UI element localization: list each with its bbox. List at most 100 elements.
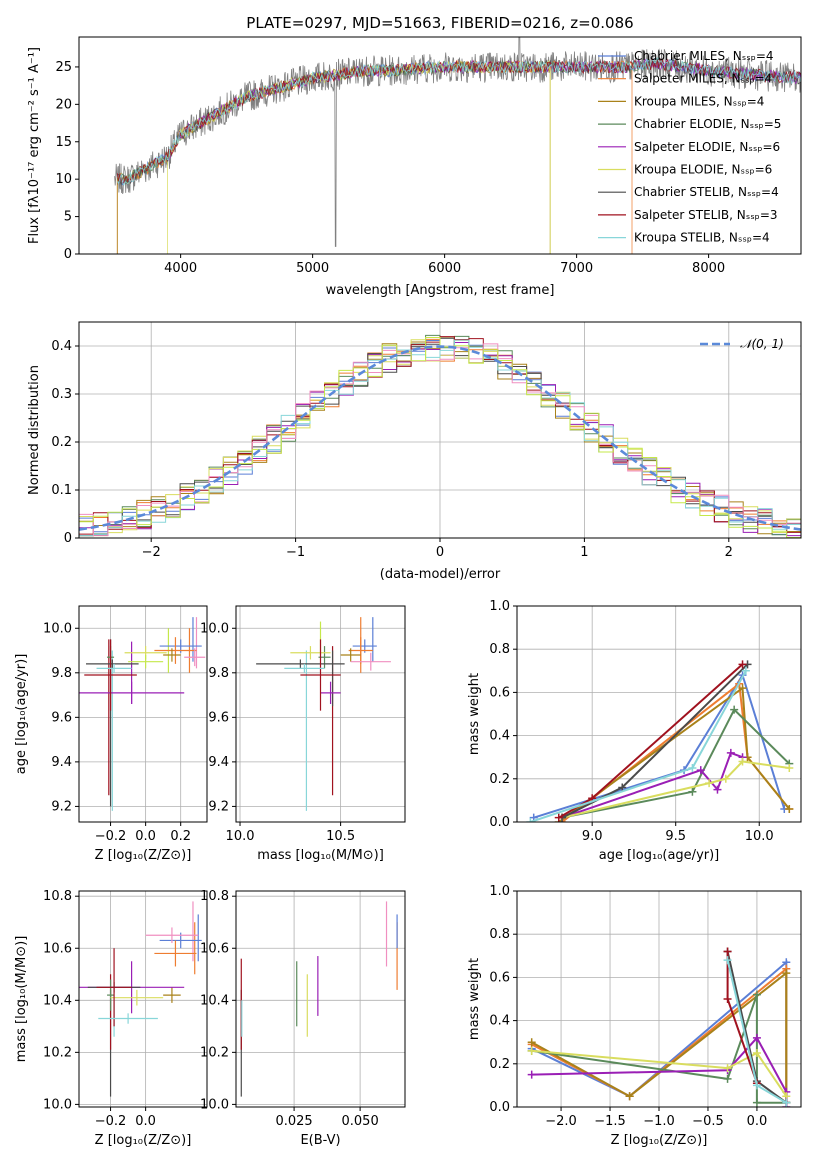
x-tick-label: 2 (725, 545, 733, 560)
weight-marker (730, 705, 739, 714)
weight-line (558, 686, 791, 822)
x-tick-label: 6000 (428, 261, 461, 276)
x-tick-label: 1 (580, 545, 588, 560)
y-tick-label: 25 (55, 60, 72, 75)
axes-frame (516, 605, 802, 823)
axes-frame (78, 321, 802, 539)
gaussian-curve (79, 345, 801, 531)
x-tick-label: 4000 (164, 261, 197, 276)
x-axis-label: age [log₁₀(age/yr)] (599, 848, 720, 863)
x-axis-label: (data-model)/error (380, 567, 501, 582)
x-tick-label: 9.5 (665, 829, 686, 844)
legend-label: Salpeter MILES, Nₛₛₚ=4 (634, 72, 772, 86)
x-axis-label: wavelength [Angstrom, rest frame] (326, 283, 555, 298)
weight-marker (782, 1098, 791, 1107)
weight-marker (527, 1046, 536, 1055)
y-axis-label: age [log₁₀(age/yr)] (14, 654, 29, 775)
legend-label: Salpeter STELIB, Nₛₛₚ=3 (634, 208, 778, 222)
spectrum-panel: 4000 5000 6000 7000 8000 0 5 10 15 20 25 wavelength… (27, 36, 802, 298)
y-tick-label: 9.6 (208, 710, 229, 725)
y-tick-label: 1.0 (489, 599, 510, 614)
x-tick-label: −0.5 (692, 1114, 724, 1129)
y-axis-label: mass weight (467, 958, 482, 1040)
weight-marker (752, 990, 761, 999)
x-tick-label: 10.0 (745, 829, 774, 844)
weight-marker (738, 757, 747, 766)
weight-marker (721, 774, 730, 783)
weight-marker (713, 785, 722, 794)
mass-vs-z-panel: −0.2 0.0 10.0 10.2 10.4 10.6 10.8 Z [log₁₀(Z/Z⊙… (14, 889, 208, 1148)
figure-title: PLATE=0297, MJD=51663, FIBERID=0216, z=0… (246, 14, 633, 32)
y-axis-label: Normed distribution (27, 365, 42, 495)
axes-frame (235, 890, 406, 1108)
y-tick-label: 0.4 (489, 1014, 510, 1029)
x-tick-label: 10.0 (226, 829, 255, 844)
x-tick-label: 0.050 (342, 1114, 379, 1129)
legend-label: Chabrier ELODIE, Nₛₛₚ=5 (634, 117, 781, 131)
residual-plot-area (79, 334, 801, 538)
weight-marker (688, 787, 697, 796)
axes-frame (78, 890, 208, 1108)
x-tick-label: 0 (436, 545, 444, 560)
legend-label: 𝒩(0, 1) (740, 337, 784, 351)
weight-marker (554, 813, 563, 822)
axes-frame (235, 605, 406, 823)
y-tick-label: 0.6 (489, 970, 510, 985)
x-tick-label: −2 (142, 545, 161, 560)
y-tick-label: 0.2 (489, 1057, 510, 1072)
weight-marker (723, 956, 732, 965)
weight-marker (526, 818, 535, 822)
weight-marker (688, 764, 697, 772)
y-tick-label: 10.0 (200, 621, 229, 636)
axes-frame (78, 36, 802, 255)
y-tick-label: 9.4 (51, 755, 72, 770)
weight-line (531, 1049, 788, 1097)
weight-marker (785, 764, 794, 772)
weight-marker (752, 1033, 761, 1042)
weight-marker (752, 1049, 761, 1057)
y-tick-label: 0 (64, 247, 72, 262)
y-axis-label: Flux [fλ10⁻¹⁷ erg cm⁻² s⁻¹ A⁻¹] (27, 47, 42, 244)
y-tick-label: 10 (55, 172, 72, 187)
y-tick-label: 10.8 (200, 889, 229, 904)
y-tick-label: 0.3 (51, 387, 72, 402)
weight-marker (705, 779, 714, 788)
y-tick-label: 9.2 (51, 799, 72, 814)
x-tick-label: −0.2 (95, 829, 127, 844)
x-tick-label: 0.025 (275, 1114, 312, 1129)
x-tick-label: 0.0 (135, 829, 156, 844)
chart-panels: 4000 5000 6000 7000 80000510152025wavelength… (14, 36, 802, 1148)
legend-label: Kroupa ELODIE, Nₛₛₚ=6 (634, 163, 772, 177)
x-tick-label: −1.5 (594, 1114, 626, 1129)
y-tick-label: 0.2 (489, 772, 510, 787)
x-tick-label: 7000 (560, 261, 593, 276)
model-line-kroupa-stelib (116, 57, 801, 186)
x-tick-label: 9.0 (582, 829, 603, 844)
weight-marker (625, 1092, 634, 1101)
weight-marker (738, 684, 747, 693)
y-tick-label: 10.6 (200, 941, 229, 956)
weight-marker (752, 1081, 761, 1090)
y-tick-label: 0.4 (489, 729, 510, 744)
y-tick-label: 20 (55, 97, 72, 112)
weight-line (531, 971, 788, 1103)
x-axis-label: Z [log₁₀(Z/Z⊙)] (95, 1133, 192, 1148)
x-tick-label: −1 (286, 545, 305, 560)
weight-marker (741, 666, 750, 675)
weight-marker (696, 766, 705, 775)
y-tick-label: 10.0 (43, 621, 72, 636)
mass-vs-ebv-panel: 0.025 0.050 10.0 10.2 10.4 10.6 10.8 E(B-V) (200, 889, 406, 1148)
y-tick-label: 0.0 (489, 815, 510, 830)
y-tick-label: 0 (64, 531, 72, 546)
axes-frame (516, 890, 802, 1108)
y-tick-label: 15 (55, 135, 72, 150)
y-tick-label: 1.0 (489, 884, 510, 899)
weight-marker (726, 748, 735, 757)
x-tick-label: 5000 (296, 261, 329, 276)
mass-vs-ebv-panel-plot-area (240, 901, 398, 1097)
y-tick-label: 9.4 (208, 755, 229, 770)
legend-label: Chabrier STELIB, Nₛₛₚ=4 (634, 185, 779, 199)
weight-marker (782, 969, 791, 978)
